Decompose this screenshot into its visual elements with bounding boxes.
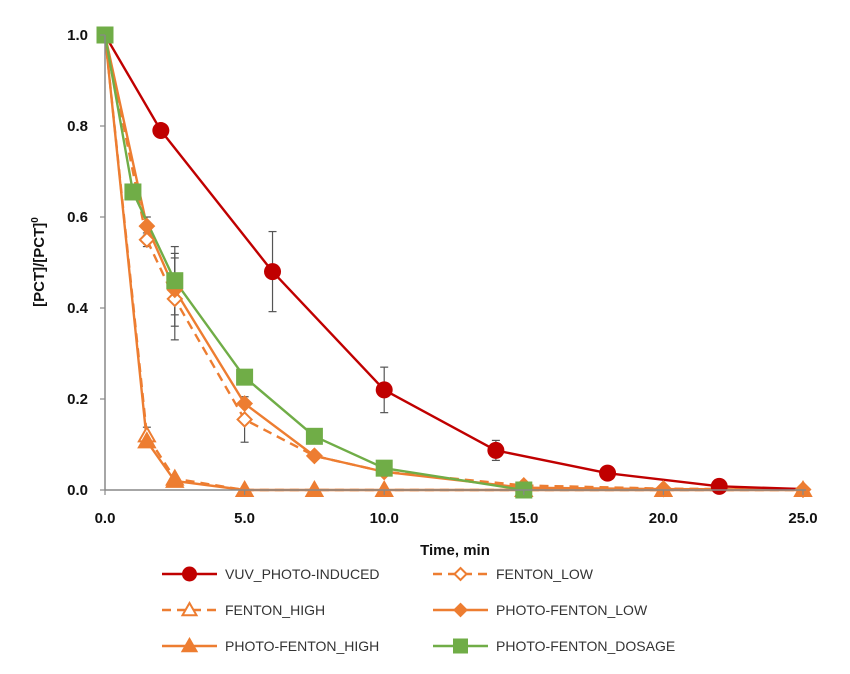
marker-photo-fenton-dosage [305,427,323,445]
marker-vuv-photo-induced [487,441,505,459]
marker-photo-fenton-low [654,480,672,498]
legend-label: PHOTO-FENTON_DOSAGE [496,638,675,654]
marker-vuv-photo-induced [264,263,282,281]
y-axis-title-superscript: 0 [30,217,41,223]
series-markers [96,26,813,499]
legend-item-fenton-high: FENTON_HIGH [162,600,325,618]
marker-vuv-photo-induced [152,122,170,140]
legend-marker [453,602,468,618]
legend-label: VUV_PHOTO-INDUCED [225,566,380,582]
marker-vuv-photo-induced [599,464,617,482]
y-tick-label: 1.0 [67,27,88,44]
marker-photo-fenton-dosage [375,459,393,477]
y-axis-title-main: [PCT]/[PCT] [31,223,48,307]
marker-photo-fenton-dosage [124,183,142,201]
legend-marker [453,566,468,582]
series-line-photo-fenton-low [103,34,804,491]
legend-label: PHOTO-FENTON_LOW [496,602,648,618]
legend-item-fenton-low: FENTON_LOW [433,566,594,582]
series-lines [103,34,804,492]
y-axis-title: [PCT]/[PCT]0 [30,217,48,307]
legend-marker [180,600,199,617]
marker-photo-fenton-low [138,217,156,235]
y-tick-label: 0.8 [67,118,88,135]
x-tick-label: 10.0 [370,510,399,527]
x-axis-ticks: 0.0 5.0 10.0 15.0 20.0 25.0 [95,490,818,527]
marker-photo-fenton-high [165,470,185,488]
legend-item-vuv-photo-induced: VUV_PHOTO-INDUCED [162,566,380,582]
x-tick-label: 25.0 [788,510,817,527]
marker-photo-fenton-high [304,479,325,497]
y-tick-label: 0.0 [67,482,88,499]
marker-photo-fenton-high [234,479,255,497]
x-tick-label: 5.0 [234,510,255,527]
legend-label: PHOTO-FENTON_HIGH [225,638,379,654]
legend-item-photo-fenton-dosage: PHOTO-FENTON_DOSAGE [433,638,675,654]
x-tick-label: 20.0 [649,510,678,527]
marker-photo-fenton-low [305,447,323,465]
marker-fenton-low [138,231,156,249]
marker-photo-fenton-high [137,431,157,449]
marker-vuv-photo-induced [710,477,728,495]
legend-marker [182,566,197,582]
marker-photo-fenton-dosage [166,272,184,290]
series-line-fenton-low [103,34,804,491]
marker-photo-fenton-dosage [236,368,254,386]
y-tick-label: 0.4 [67,300,89,317]
series-line-fenton-high [103,34,803,492]
legend-label: FENTON_HIGH [225,602,325,618]
legend-item-photo-fenton-high: PHOTO-FENTON_HIGH [162,636,379,654]
y-axis-ticks: 0.0 0.2 0.4 0.6 0.8 1.0 [67,27,105,499]
marker-fenton-low [166,290,184,308]
legend-item-photo-fenton-low: PHOTO-FENTON_LOW [433,602,648,618]
marker-fenton-low [236,411,254,428]
series-line-photo-fenton-dosage [103,34,524,492]
legend-label: FENTON_LOW [496,566,594,582]
x-tick-label: 0.0 [95,510,116,527]
plot-area [96,26,813,499]
marker-vuv-photo-induced [375,381,393,399]
y-tick-label: 0.2 [67,391,88,408]
marker-photo-fenton-high [374,479,394,497]
y-tick-label: 0.6 [67,209,88,226]
x-axis-title: Time, min [420,542,490,559]
series-line-photo-fenton-high [103,34,803,492]
legend-marker [180,636,199,653]
legend: VUV_PHOTO-INDUCED FENTON_LOW FENTON_HIGH PH… [162,566,675,654]
marker-photo-fenton-low [236,395,254,412]
series-line-vuv-photo-induced [103,34,804,491]
legend-marker [453,638,468,654]
x-tick-label: 15.0 [509,510,538,527]
